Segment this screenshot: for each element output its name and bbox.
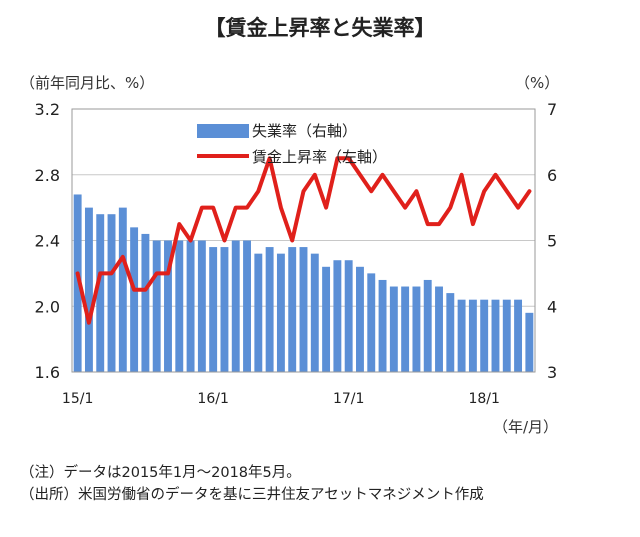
x-tick-label: 16/1	[197, 391, 228, 407]
unemployment-bar	[288, 247, 297, 372]
x-tick-label: 18/1	[468, 391, 499, 407]
unemployment-bar	[457, 299, 466, 372]
unemployment-bar	[186, 240, 195, 372]
unemployment-bar	[401, 286, 410, 372]
unemployment-bar	[435, 286, 443, 372]
unemployment-bar	[356, 266, 364, 372]
x-tick-label: 17/1	[333, 391, 364, 407]
unemployment-bar	[231, 240, 240, 372]
unemployment-bar	[310, 253, 319, 372]
wage-growth-line	[75, 156, 532, 325]
unemployment-bar	[96, 214, 105, 372]
unemployment-bar	[276, 253, 285, 372]
x-tick-label: 15/1	[62, 391, 93, 407]
unemployment-bar	[344, 260, 353, 372]
unemployment-bar	[389, 286, 398, 372]
right-tick-label: 7	[547, 100, 557, 119]
unemployment-bar	[333, 260, 342, 372]
x-axis-ticks: 15/1 16/1 17/1 18/1	[62, 391, 500, 407]
left-axis-ticks: 1.6 2.0 2.4 2.8 3.2	[35, 100, 60, 382]
unemployment-bar	[197, 240, 206, 372]
right-tick-label: 4	[547, 297, 557, 316]
unemployment-bar	[491, 299, 500, 372]
unemployment-bar	[152, 240, 161, 372]
legend-line-label: 賃金上昇率（左軸）	[252, 148, 387, 166]
unemployment-bar	[378, 279, 387, 372]
left-axis-unit: （前年同月比、%）	[20, 74, 155, 92]
unemployment-bar	[446, 293, 455, 372]
unemployment-bar	[265, 247, 274, 372]
legend: 失業率（右軸） 賃金上昇率（左軸）	[197, 122, 387, 166]
unemployment-bar	[209, 247, 218, 372]
unemployment-bar	[118, 207, 127, 372]
unemployment-bar	[243, 240, 251, 372]
unemployment-bar	[423, 279, 432, 372]
unemployment-bar	[367, 273, 376, 372]
legend-bar-label: 失業率（右軸）	[252, 122, 357, 140]
x-axis-unit: （年/月）	[493, 418, 559, 436]
unemployment-bar	[514, 299, 523, 372]
unemployment-bar	[254, 253, 263, 372]
plot-frame	[71, 108, 536, 373]
right-tick-label: 3	[547, 363, 557, 382]
unemployment-bar	[84, 207, 93, 372]
legend-bar-swatch	[197, 124, 249, 138]
unemployment-bar	[175, 240, 184, 372]
right-axis-ticks: 3 4 5 6 7	[547, 100, 557, 382]
bar-series	[73, 194, 534, 372]
unemployment-bar	[412, 286, 421, 372]
unemployment-bar	[141, 233, 150, 372]
footnotes: （注）データは2015年1月～2018年5月。 （出所）米国労働省のデータを基に…	[20, 462, 484, 506]
left-tick-label: 2.0	[35, 297, 60, 316]
note-source: （出所）米国労働省のデータを基に三井住友アセットマネジメント作成	[20, 487, 484, 503]
right-axis-unit: （%）	[515, 74, 560, 92]
right-tick-label: 5	[547, 232, 557, 251]
unemployment-bar	[73, 194, 82, 372]
left-tick-label: 2.4	[35, 232, 60, 251]
left-tick-label: 3.2	[35, 100, 60, 119]
note-data-period: （注）データは2015年1月～2018年5月。	[20, 465, 301, 481]
unemployment-bar	[502, 299, 511, 372]
unemployment-bar	[299, 247, 308, 372]
right-tick-label: 6	[547, 166, 557, 185]
left-tick-label: 2.8	[35, 166, 60, 185]
unemployment-bar	[220, 247, 229, 372]
unemployment-bar	[107, 214, 116, 372]
unemployment-bar	[130, 227, 139, 372]
unemployment-bar	[164, 240, 172, 372]
chart-title: 【賃金上昇率と失業率】	[204, 16, 436, 40]
left-tick-label: 1.6	[35, 363, 60, 382]
unemployment-bar	[322, 266, 331, 372]
unemployment-bar	[525, 312, 534, 372]
unemployment-bar	[480, 299, 489, 372]
unemployment-bar	[468, 299, 477, 372]
